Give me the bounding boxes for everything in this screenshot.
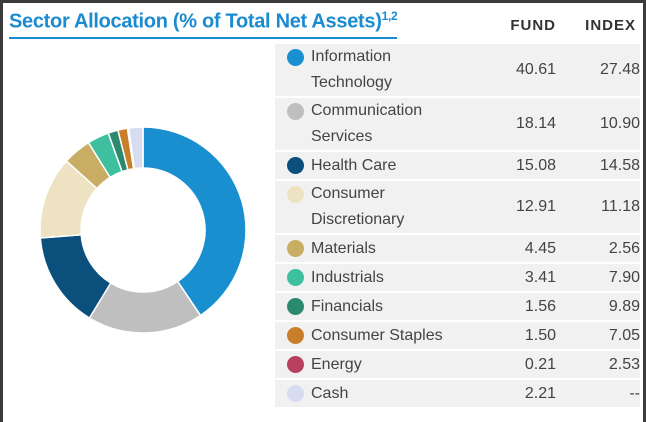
value-cell: 2.53 xyxy=(608,355,640,373)
legend-swatch xyxy=(287,327,304,344)
value-cell: 14.58 xyxy=(599,156,640,174)
value-cell: 1.50 xyxy=(524,326,556,344)
column-header: INDEX xyxy=(585,17,636,34)
legend-swatch xyxy=(287,298,304,315)
legend-swatch xyxy=(287,49,304,66)
table-row: Health Care 15.08 14.58 xyxy=(275,152,640,179)
category-label: Information Technology xyxy=(311,48,392,91)
legend-swatch xyxy=(287,356,304,373)
table-row: Information Technology 40.61 27.48 xyxy=(275,44,640,96)
table-row: Financials 1.56 9.89 xyxy=(275,293,640,320)
table-row: Consumer Staples 1.50 7.05 xyxy=(275,322,640,349)
value-cell: 27.48 xyxy=(599,61,640,78)
table-row: Communication Services 18.14 10.90 xyxy=(275,98,640,150)
legend-swatch xyxy=(287,240,304,257)
title-superscript: 1,2 xyxy=(381,9,398,23)
donut-segment xyxy=(127,126,144,170)
legend-swatch xyxy=(287,186,304,203)
value-cell: 0.21 xyxy=(524,355,556,373)
value-cell: -- xyxy=(629,384,640,402)
legend-swatch xyxy=(287,269,304,286)
category-label: Consumer Staples xyxy=(311,326,443,344)
value-cell: 18.14 xyxy=(515,115,556,132)
legend-swatch xyxy=(287,385,304,402)
table-row: Cash 2.21 -- xyxy=(275,380,640,407)
legend-swatch xyxy=(287,103,304,120)
category-label: Consumer Discretionary xyxy=(311,185,405,228)
value-cell: 2.56 xyxy=(608,239,640,257)
value-cell: 12.91 xyxy=(515,198,556,215)
legend-table: Information Technology 40.61 27.48 Communic… xyxy=(275,44,640,409)
table-row: Energy 0.21 2.53 xyxy=(275,351,640,378)
category-label: Industrials xyxy=(311,268,384,286)
table-row: Industrials 3.41 7.90 xyxy=(275,264,640,291)
table-row: Materials 4.45 2.56 xyxy=(275,235,640,262)
value-cell: 9.89 xyxy=(608,297,640,315)
value-cell: 4.45 xyxy=(524,239,556,257)
value-cell: 2.21 xyxy=(524,384,556,402)
donut-segment xyxy=(142,126,247,317)
legend-swatch xyxy=(287,157,304,174)
category-label: Materials xyxy=(311,239,376,257)
category-label: Energy xyxy=(311,355,362,373)
value-cell: 7.90 xyxy=(608,268,640,286)
panel: Sector Allocation (% of Total Net Assets… xyxy=(3,3,643,422)
value-cell: 3.41 xyxy=(524,268,556,286)
category-label: Financials xyxy=(311,297,384,315)
category-label: Cash xyxy=(311,384,349,402)
column-header: FUND xyxy=(510,17,556,34)
value-cell: 7.05 xyxy=(608,326,640,344)
donut-chart xyxy=(39,126,247,334)
value-cell: 40.61 xyxy=(515,61,556,78)
chart-title-block: Sector Allocation (% of Total Net Assets… xyxy=(9,9,398,39)
value-cell: 11.18 xyxy=(601,198,640,215)
value-cell: 15.08 xyxy=(515,156,556,174)
value-cell: 10.90 xyxy=(599,115,640,132)
value-cell: 1.56 xyxy=(524,297,556,315)
category-label: Communication Services xyxy=(311,102,423,145)
category-label: Health Care xyxy=(311,156,397,174)
table-row: Consumer Discretionary 12.91 11.18 xyxy=(275,181,640,233)
chart-title: Sector Allocation (% of Total Net Assets… xyxy=(9,10,382,33)
